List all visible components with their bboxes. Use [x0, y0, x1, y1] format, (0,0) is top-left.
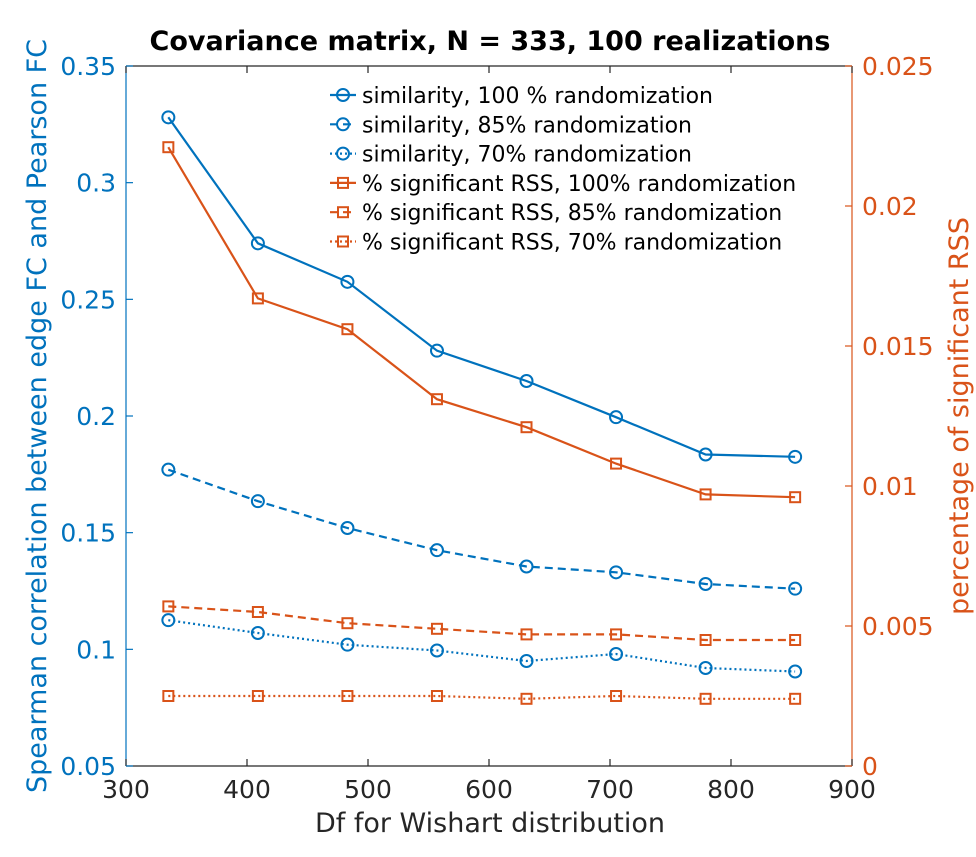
data-point-3: [161, 613, 176, 628]
y-right-tick-label: 0.015: [862, 332, 934, 361]
data-point-1: [519, 374, 534, 388]
data-point-1: [609, 410, 624, 425]
series-line-5: [168, 605, 796, 642]
y-left-tick-label: 0.15: [60, 519, 116, 548]
data-point-5: [251, 606, 264, 618]
data-point-1: [250, 236, 265, 251]
legend-entry-3: similarity, 70% randomization: [362, 143, 692, 168]
x-tick-label: 500: [344, 775, 392, 804]
data-point-5: [162, 600, 175, 613]
y-right-tick-label: 0.005: [862, 612, 934, 641]
data-point-4: [610, 457, 623, 470]
data-point-2: [161, 462, 176, 477]
data-point-1: [698, 447, 713, 462]
data-point-5: [610, 628, 623, 641]
legend-entry-1: similarity, 100 % randomization: [362, 84, 713, 109]
data-point-1: [161, 110, 176, 125]
y-right-tick-label: 0.025: [862, 52, 934, 81]
chart-title: Covariance matrix, N = 333, 100 realizat…: [150, 26, 831, 57]
legend-marker-5: [337, 206, 349, 219]
data-point-2: [609, 565, 624, 580]
y-left-tick-label: 0.3: [76, 169, 116, 198]
data-point-2: [250, 494, 265, 509]
data-point-3: [340, 637, 355, 652]
data-point-3: [609, 647, 624, 661]
data-point-3: [698, 661, 713, 675]
data-point-2: [698, 577, 713, 591]
data-point-5: [430, 622, 443, 635]
data-point-3: [519, 654, 534, 668]
data-point-5: [520, 628, 533, 641]
x-tick-label: 800: [707, 775, 755, 804]
y-right-tick-label: 0.01: [862, 472, 918, 501]
legend-entry-2: similarity, 85% randomization: [362, 113, 692, 138]
data-point-5: [789, 634, 802, 646]
x-tick-label: 600: [465, 775, 513, 804]
legend-marker-2: [336, 117, 350, 132]
data-point-1: [788, 449, 803, 464]
data-point-4: [251, 292, 264, 305]
data-point-2: [429, 543, 444, 558]
y-axis-left-label: Spearman correlation between edge FC and…: [22, 39, 53, 793]
data-point-3: [429, 643, 444, 658]
data-point-6: [430, 690, 443, 702]
data-point-6: [520, 692, 533, 705]
data-point-6: [162, 690, 175, 702]
legend-entry-5: % significant RSS, 85% randomization: [362, 201, 782, 226]
data-point-4: [699, 488, 712, 501]
y-left-tick-label: 0.2: [76, 402, 116, 431]
y-left-tick-label: 0.25: [60, 285, 116, 314]
data-point-5: [699, 634, 712, 646]
data-point-2: [519, 559, 534, 574]
series-line-3: [168, 619, 796, 673]
data-point-4: [341, 323, 354, 336]
data-point-4: [162, 141, 175, 154]
legend-marker-4: [337, 176, 349, 189]
data-point-6: [610, 690, 623, 702]
data-point-6: [251, 690, 264, 702]
y-left-tick-label: 0.1: [76, 635, 116, 664]
legend-entry-4: % significant RSS, 100% randomization: [362, 172, 796, 197]
x-tick-label: 300: [102, 775, 150, 804]
x-tick-label: 900: [828, 775, 876, 804]
y-right-tick-label: 0.02: [862, 192, 918, 221]
plot-area: 300 400 500 600 700 800 900 0.05 0.1 0.15 0.2 0.25 0…: [60, 52, 933, 804]
series-line-4: [167, 146, 796, 499]
x-tick-label: 700: [586, 775, 634, 804]
x-tick-label: 400: [223, 775, 271, 804]
y-right-tick-label: 0: [862, 752, 878, 781]
data-point-5: [341, 617, 354, 630]
y-left-tick-label: 0.35: [60, 52, 116, 81]
data-point-3: [788, 664, 803, 679]
data-point-6: [341, 690, 354, 702]
legend-marker-3: [336, 146, 350, 161]
y-axis-right-label: percentage of significant RSS: [944, 217, 975, 615]
data-point-4: [430, 393, 443, 406]
data-point-1: [429, 343, 444, 358]
x-axis-label: Df for Wishart distribution: [315, 808, 665, 839]
legend-entry-6: % significant RSS, 70% randomization: [362, 231, 782, 256]
data-point-4: [520, 421, 533, 434]
series-line-2: [167, 468, 796, 590]
data-point-3: [250, 626, 265, 640]
legend-marker-1: [336, 88, 350, 102]
series-line-1: [167, 116, 796, 458]
data-point-4: [789, 491, 802, 504]
data-point-2: [788, 581, 803, 596]
legend-marker-6: [337, 235, 349, 248]
data-point-6: [789, 692, 802, 705]
y-left-tick-label: 0.05: [60, 752, 116, 781]
data-point-2: [340, 521, 355, 535]
data-point-1: [340, 274, 355, 289]
data-point-6: [699, 692, 712, 705]
